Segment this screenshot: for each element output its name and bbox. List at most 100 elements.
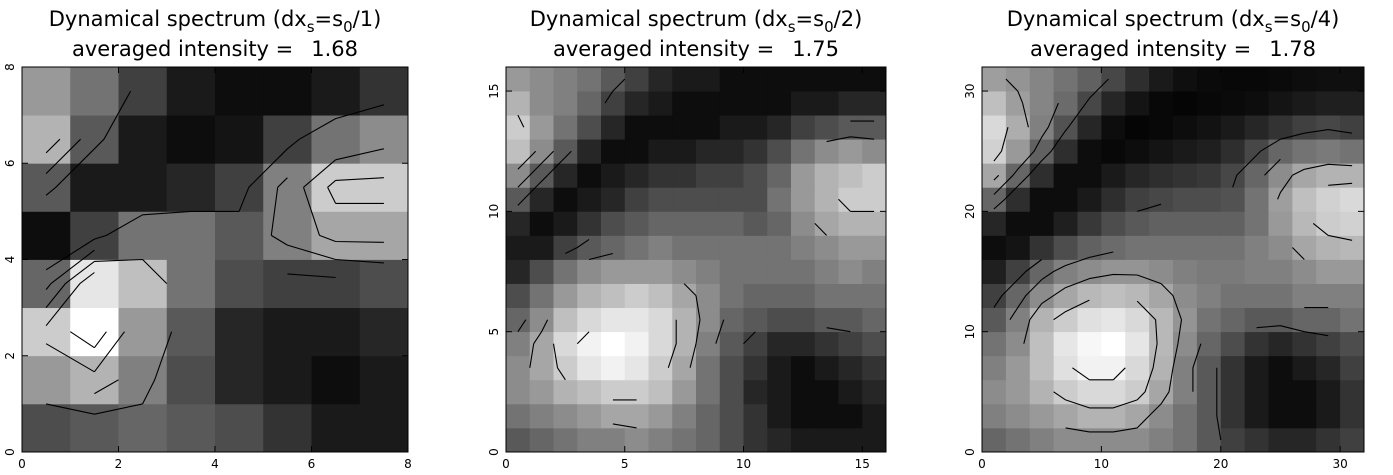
- heatmap-cell: [529, 115, 554, 140]
- heatmap-cell: [1029, 259, 1055, 284]
- heatmap-cell: [862, 355, 887, 381]
- heatmap-cell: [601, 259, 626, 284]
- heatmap-cell: [1316, 355, 1341, 381]
- heatmap-cell: [791, 67, 816, 92]
- heatmap-cell: [814, 355, 839, 381]
- heatmap-cell: [719, 115, 744, 140]
- heatmap-cell: [814, 139, 839, 164]
- heatmap-cell: [696, 259, 721, 284]
- title-part: /4): [1311, 7, 1340, 31]
- heatmap-cell: [648, 91, 673, 116]
- heatmap-cell: [743, 139, 768, 164]
- y-tick-label: 20: [963, 204, 977, 219]
- heatmap-cell: [553, 379, 578, 405]
- heatmap-cell: [1125, 379, 1150, 405]
- heatmap-cell: [506, 115, 531, 140]
- heatmap-cell: [624, 91, 649, 116]
- heatmap-cell: [791, 115, 816, 140]
- heatmap-cell: [1316, 139, 1341, 164]
- heatmap-cell: [553, 307, 578, 333]
- heatmap-cell: [624, 379, 649, 405]
- heatmap-cell: [791, 91, 816, 116]
- heatmap-cell: [648, 235, 673, 260]
- title-part: Dynamical spectrum (dx: [530, 7, 788, 31]
- heatmap-cell: [263, 259, 312, 309]
- heatmap-cell: [601, 187, 626, 212]
- heatmap-cell: [1268, 91, 1293, 116]
- heatmap-cell: [1244, 283, 1269, 309]
- heatmap-cell: [1292, 235, 1317, 260]
- heatmap-cell: [1244, 307, 1269, 333]
- x-tick-label: 4: [211, 457, 219, 471]
- heatmap-cell: [624, 163, 649, 188]
- heatmap-cell: [791, 283, 816, 309]
- panel-subtitle: averaged intensity = 1.75: [553, 37, 839, 61]
- heatmap-cell: [791, 211, 816, 236]
- heatmap-cell: [1053, 427, 1078, 453]
- heatmap-cell: [1244, 235, 1269, 260]
- heatmap-cell: [553, 259, 578, 284]
- x-tick-label: 30: [1332, 457, 1347, 471]
- heatmap-cell: [529, 379, 554, 405]
- heatmap-cell: [648, 307, 673, 333]
- heatmap-cell: [1244, 379, 1269, 405]
- title-part: /2): [834, 7, 863, 31]
- heatmap-cell: [1029, 115, 1055, 140]
- heatmap-cell: [553, 139, 578, 164]
- heatmap-cell: [1149, 307, 1174, 333]
- heatmap-cell: [1173, 211, 1198, 236]
- subtitle-label: averaged intensity =: [72, 37, 293, 61]
- heatmap-cell: [529, 283, 554, 309]
- heatmap-cell: [1005, 235, 1031, 260]
- heatmap-cell: [529, 427, 554, 453]
- heatmap-cell: [263, 307, 312, 357]
- heatmap-cell: [22, 259, 71, 309]
- heatmap-cell: [719, 355, 744, 381]
- x-tick-label: 10: [736, 457, 751, 471]
- heatmap-cell: [1268, 427, 1293, 453]
- heatmap-cell: [672, 211, 697, 236]
- heatmap-cell: [506, 235, 531, 260]
- heatmap-cell: [1173, 427, 1198, 453]
- heatmap-cell: [624, 139, 649, 164]
- heatmap-cell: [1029, 211, 1055, 236]
- heatmap-cell: [1149, 115, 1174, 140]
- heatmap-cell: [1077, 115, 1102, 140]
- heatmap-cell: [1149, 283, 1174, 309]
- heatmap-cell: [814, 331, 839, 357]
- heatmap-cell: [648, 187, 673, 212]
- heatmap-cell: [1268, 115, 1293, 140]
- heatmap-cell: [1173, 139, 1198, 164]
- panel-title: Dynamical spectrum (dxs=s0/1): [49, 7, 382, 36]
- heatmap-cell: [1292, 307, 1317, 333]
- heatmap-cell: [22, 307, 71, 357]
- heatmap-cell: [529, 91, 554, 116]
- heatmap-cell: [1268, 379, 1293, 405]
- heatmap-cell: [791, 235, 816, 260]
- heatmap-cell: [1292, 427, 1317, 453]
- title-part: Dynamical spectrum (dx: [1007, 7, 1265, 31]
- heatmap-cell: [529, 139, 554, 164]
- heatmap-cell: [1077, 67, 1102, 92]
- heatmap-cell: [719, 283, 744, 309]
- heatmap-cell: [506, 379, 531, 405]
- contour-line: [993, 127, 1353, 409]
- heatmap-cell: [791, 355, 816, 381]
- heatmap-cell: [814, 115, 839, 140]
- heatmap-cell: [791, 259, 816, 284]
- heatmap-cell: [648, 331, 673, 357]
- heatmap-cell: [1149, 139, 1174, 164]
- heatmap-cell: [1316, 211, 1341, 236]
- heatmap-cell: [838, 163, 863, 188]
- heatmap-cell: [1101, 307, 1126, 333]
- y-tick-label: 4: [3, 256, 17, 264]
- y-tick-label: 6: [3, 159, 17, 167]
- heatmap-cell: [1125, 259, 1150, 284]
- y-tick-label: 2: [3, 352, 17, 360]
- heatmap-cell: [1077, 211, 1102, 236]
- heatmap-cell: [577, 187, 602, 212]
- averaged-intensity: 1.78: [1269, 37, 1316, 61]
- heatmap-cell: [1149, 187, 1174, 212]
- heatmap-cell: [506, 259, 531, 284]
- heatmap-cell: [1101, 331, 1126, 357]
